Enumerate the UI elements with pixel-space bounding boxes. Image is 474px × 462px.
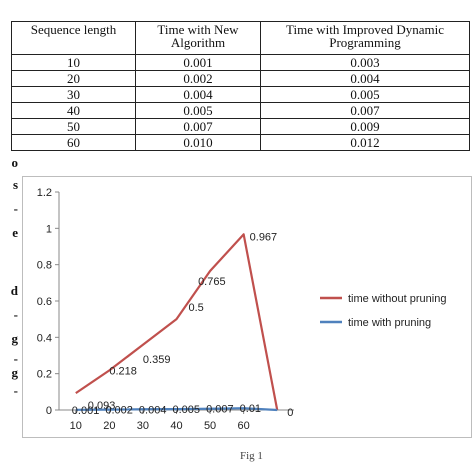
data-label: 0 xyxy=(287,407,293,419)
series-line xyxy=(75,233,279,411)
header-improved-dp: Time with Improved Dynamic Programming xyxy=(260,21,470,55)
data-label: 0.01 xyxy=(240,403,261,415)
margin-fragment: - xyxy=(13,383,18,398)
table-cell: 60 xyxy=(11,134,136,151)
x-tick-label: 30 xyxy=(137,420,149,432)
margin-fragment: o xyxy=(11,155,19,170)
x-tick-label: 40 xyxy=(170,420,182,432)
x-tick-label: 10 xyxy=(70,420,82,432)
table-cell: 0.012 xyxy=(260,134,470,151)
table-cell: 0.009 xyxy=(260,118,470,135)
table-cell: 50 xyxy=(11,118,136,135)
table-row: 40 0.005 0.007 xyxy=(11,102,470,119)
table-cell: 0.005 xyxy=(260,86,470,103)
line-chart: 0 0.2 0.4 0.6 0.8 1 1.2 10 20 30 40 50 60 0.093 0.218 0… xyxy=(22,176,472,438)
table-cell: 0.004 xyxy=(260,70,470,87)
table-row: 60 0.010 0.012 xyxy=(11,134,470,151)
data-label: 0.359 xyxy=(143,354,171,366)
table-cell: 0.001 xyxy=(135,54,261,71)
y-tick-label: 0.8 xyxy=(37,260,52,272)
table-cell: 0.004 xyxy=(135,86,261,103)
y-tick-label: 0.6 xyxy=(37,296,52,308)
header-new-algorithm: Time with New Algorithm xyxy=(135,21,261,55)
margin-fragment: - xyxy=(13,351,18,366)
table-cell: 10 xyxy=(11,54,136,71)
table-cell: 0.003 xyxy=(260,54,470,71)
table-header-row: Sequence length Time with New Algorithm … xyxy=(11,21,470,55)
x-tick-label: 60 xyxy=(238,420,250,432)
table-cell: 0.010 xyxy=(135,134,261,151)
header-sequence-length: Sequence length xyxy=(11,21,136,55)
y-tick-label: 0.4 xyxy=(37,332,52,344)
data-label: 0.005 xyxy=(173,404,201,416)
x-tick-label: 20 xyxy=(103,420,115,432)
table-cell: 20 xyxy=(11,70,136,87)
figure-caption-fragment: Fig 1 xyxy=(240,450,263,462)
y-tick-label: 0 xyxy=(46,405,52,417)
legend-label: time with pruning xyxy=(348,317,431,329)
table-row: 50 0.007 0.009 xyxy=(11,118,470,135)
table-cell: 0.007 xyxy=(260,102,470,119)
table-row: 20 0.002 0.004 xyxy=(11,70,470,87)
data-label: 0.007 xyxy=(206,404,234,416)
data-label: 0.5 xyxy=(189,302,204,314)
margin-fragment: s xyxy=(12,177,18,192)
table-row: 30 0.004 0.005 xyxy=(11,86,470,103)
data-label: 0.004 xyxy=(139,404,167,416)
margin-fragment: g xyxy=(11,365,19,380)
x-tick-label: 50 xyxy=(204,420,216,432)
y-tick-label: 1 xyxy=(46,223,52,235)
y-tick-label: 0.2 xyxy=(37,369,52,381)
data-label: 0.765 xyxy=(198,276,226,288)
data-label: 0.001 xyxy=(72,405,100,417)
margin-fragment: g xyxy=(11,331,19,346)
table-cell: 30 xyxy=(11,86,136,103)
data-table: Sequence length Time with New Algorithm … xyxy=(11,21,470,151)
table-cell: 0.007 xyxy=(135,118,261,135)
data-label: 0.967 xyxy=(250,231,278,243)
table-row: 10 0.001 0.003 xyxy=(11,54,470,71)
table-cell: 0.005 xyxy=(135,102,261,119)
margin-fragment: e xyxy=(12,225,18,240)
table-cell: 40 xyxy=(11,102,136,119)
legend-label: time without pruning xyxy=(348,293,446,305)
data-label: 0.002 xyxy=(105,405,133,417)
margin-fragment: d xyxy=(10,283,18,298)
data-label: 0.218 xyxy=(109,365,137,377)
margin-fragment: - xyxy=(13,307,18,322)
margin-fragment: - xyxy=(13,201,18,216)
margin-text-fragments: o s - e d - g - g - xyxy=(0,155,19,398)
table-cell: 0.002 xyxy=(135,70,261,87)
y-tick-label: 1.2 xyxy=(37,187,52,199)
chart-canvas: 00.20.40.60.811.210 20 30 40 50 600.0930.2180… xyxy=(37,187,447,432)
